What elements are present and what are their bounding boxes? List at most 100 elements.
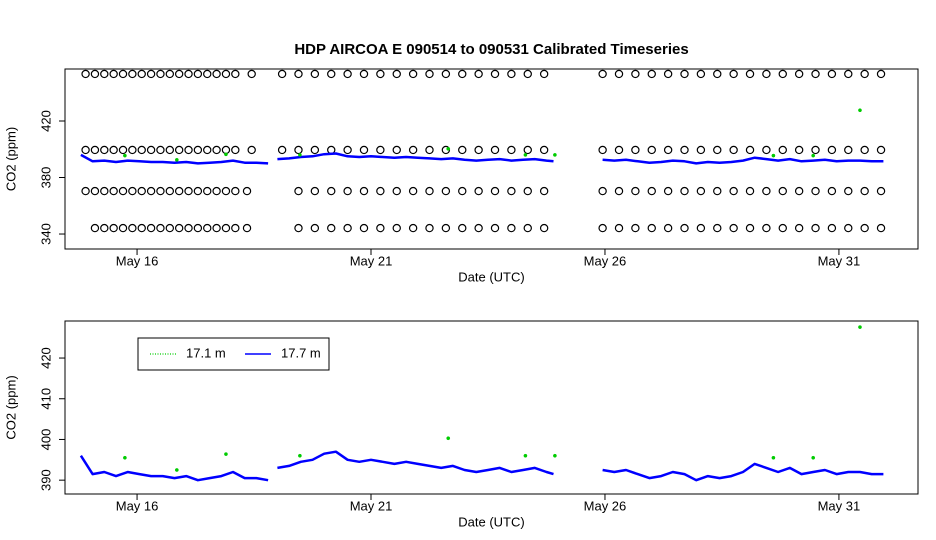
calibration-point	[663, 223, 673, 233]
calibration-point	[294, 223, 303, 233]
calibration-point	[165, 69, 175, 79]
calibration-point	[174, 69, 184, 79]
calibration-point	[128, 145, 137, 155]
calibration-point	[392, 186, 401, 196]
calibration-point	[598, 186, 607, 196]
calibration-point	[408, 145, 418, 155]
calibration-point	[811, 223, 820, 233]
calibration-point	[247, 145, 256, 155]
calibration-point	[745, 186, 755, 196]
calibration-point	[614, 223, 624, 233]
calibration-point	[876, 223, 886, 233]
calibration-point	[860, 223, 869, 233]
data-point	[174, 157, 179, 162]
calibration-point	[794, 223, 804, 233]
calibration-point	[844, 223, 853, 233]
calibration-point	[614, 69, 624, 79]
calibration-point	[184, 186, 193, 196]
calibration-point	[392, 145, 401, 155]
calibration-point	[539, 186, 549, 196]
calibration-point	[184, 69, 193, 79]
x-axis-label: Date (UTC)	[458, 514, 524, 529]
calibration-point	[860, 69, 869, 79]
calibration-point	[523, 145, 532, 155]
calibration-point	[696, 69, 706, 79]
data-point	[174, 468, 179, 472]
calibration-point	[203, 186, 212, 196]
calibration-point	[762, 145, 771, 155]
calibration-point	[631, 145, 640, 155]
calibration-point	[212, 186, 221, 196]
calibration-point	[165, 145, 175, 155]
calibration-point	[844, 145, 853, 155]
calibration-point	[242, 223, 252, 233]
calibration-point	[507, 186, 516, 196]
x-tick-label: May 16	[116, 498, 159, 513]
calibration-point	[90, 223, 100, 233]
legend-box	[137, 337, 330, 371]
calibration-point	[523, 223, 532, 233]
calibration-point	[474, 223, 483, 233]
data-point	[553, 153, 557, 157]
calibration-point	[663, 186, 673, 196]
calibration-point	[146, 69, 156, 79]
calibration-point	[310, 69, 320, 79]
x-tick-label: May 31	[818, 253, 861, 268]
calibration-point	[762, 223, 771, 233]
calibration-point	[231, 186, 240, 196]
x-tick-label: May 26	[584, 498, 627, 513]
calibration-point	[539, 223, 549, 233]
data-point	[858, 108, 862, 113]
calibration-point	[729, 69, 738, 79]
calibration-point	[425, 223, 434, 233]
calibration-point	[343, 145, 352, 155]
y-tick-label: 400	[38, 429, 53, 451]
calibration-point	[458, 223, 467, 233]
calibration-point	[294, 186, 303, 196]
calibration-point	[696, 186, 706, 196]
calibration-point	[647, 145, 656, 155]
calibration-point	[523, 186, 532, 196]
calibration-point	[844, 69, 853, 79]
calibration-point	[507, 223, 516, 233]
x-tick-label: May 21	[350, 498, 393, 513]
calibration-point	[490, 145, 500, 155]
calibration-point	[109, 186, 118, 196]
calibration-point	[663, 69, 673, 79]
calibration-point	[90, 69, 100, 79]
calibration-point	[680, 69, 689, 79]
calibration-point	[680, 145, 689, 155]
calibration-point	[203, 145, 212, 155]
calibration-point	[221, 69, 231, 79]
data-point	[771, 153, 776, 158]
calibration-point	[294, 145, 303, 155]
calibration-point	[614, 186, 624, 196]
y-tick-label: 340	[38, 223, 53, 245]
calibration-point	[247, 69, 256, 79]
calibration-point	[647, 186, 656, 196]
calibration-point	[713, 69, 722, 79]
calibration-point	[425, 186, 434, 196]
calibration-point	[81, 186, 90, 196]
y-tick-label: 390	[38, 469, 53, 491]
calibration-point	[713, 223, 722, 233]
series-line	[80, 152, 884, 165]
calibration-point	[109, 145, 118, 155]
y-tick-label: 420	[38, 110, 53, 132]
calibration-point	[507, 69, 516, 79]
calibration-point	[294, 69, 303, 79]
x-tick-label: May 26	[584, 253, 627, 268]
calibration-point	[490, 223, 500, 233]
calibration-point	[713, 186, 722, 196]
calibration-point	[156, 145, 165, 155]
calibration-point	[762, 69, 771, 79]
calibration-point	[458, 69, 467, 79]
data-point	[224, 152, 228, 157]
calibration-point	[146, 186, 156, 196]
calibration-point	[359, 69, 369, 79]
data-point	[123, 455, 127, 460]
calibration-point	[128, 186, 137, 196]
data-point	[446, 146, 451, 151]
calibration-point	[376, 186, 385, 196]
calibration-point	[184, 145, 193, 155]
